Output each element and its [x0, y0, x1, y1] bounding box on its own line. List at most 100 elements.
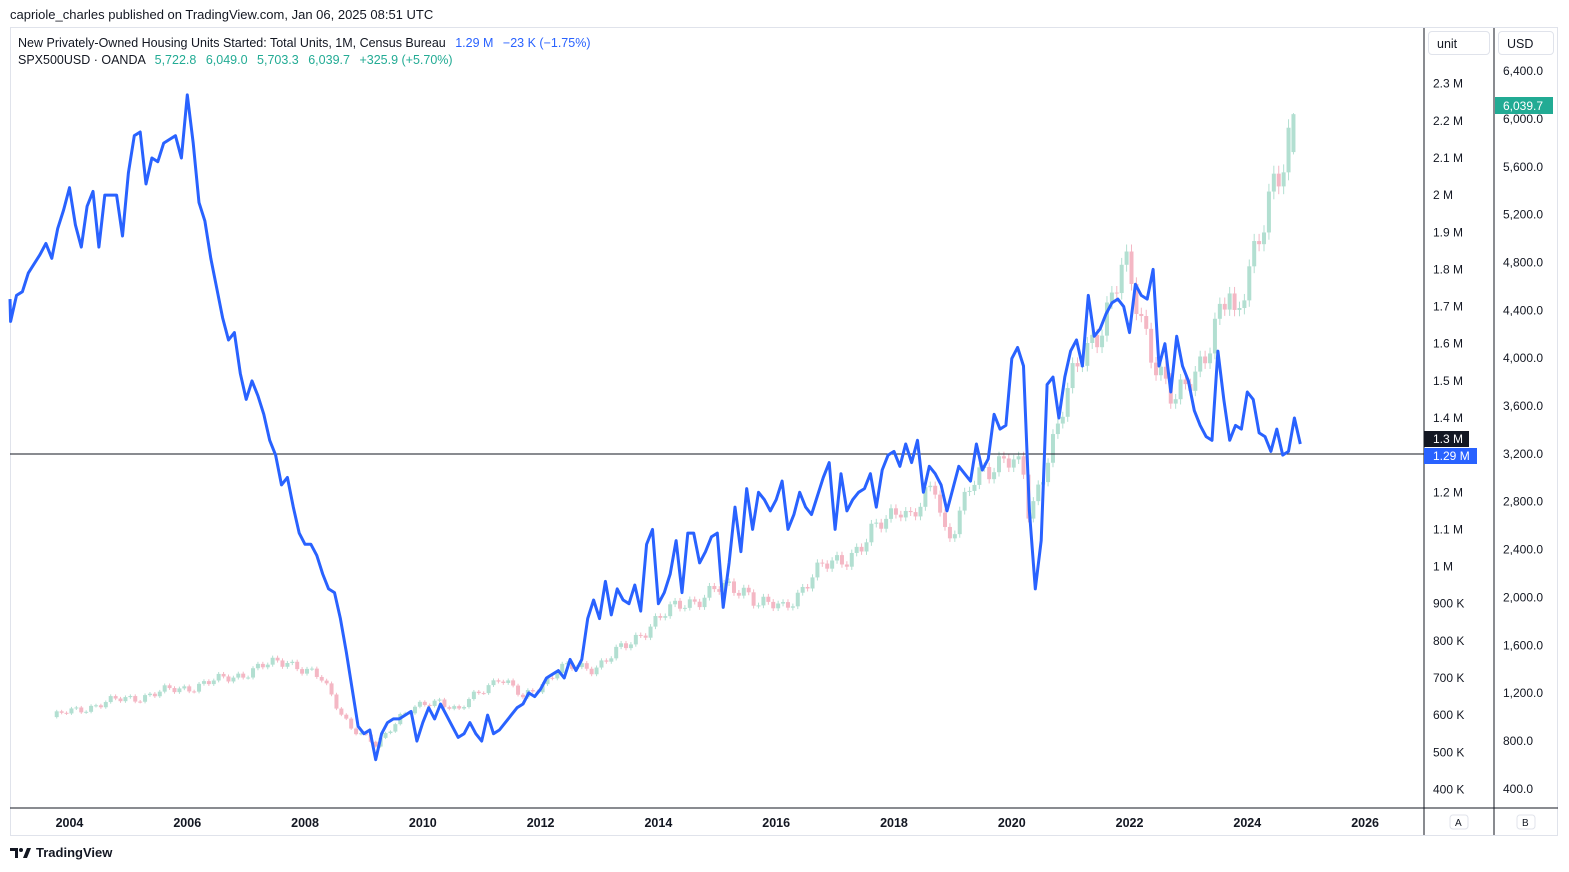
- spx-candle: [1001, 456, 1006, 459]
- time-axis[interactable]: 2004 2006 2008 2010 2012 2014 2016 2018 2020 2022…: [56, 816, 1379, 830]
- price-scale-a[interactable]: 400 K 500 K 600 K 700 K 800 K 900 K 1 M 1.1 M 1.…: [1433, 40, 1464, 797]
- scale-b-tick-label: 2,800.0: [1503, 495, 1543, 509]
- spx-candle: [1060, 416, 1065, 424]
- scale-a-mode-button[interactable]: [1449, 814, 1469, 830]
- spx-candle: [731, 581, 736, 593]
- spx-candle: [1134, 283, 1139, 314]
- spx-candle: [844, 564, 849, 567]
- legend-row-spx[interactable]: SPX500USD · OANDA 5,722.8 6,049.0 5,703.…: [18, 52, 590, 69]
- chart-frame: [10, 27, 1558, 836]
- spx-candle: [162, 685, 167, 692]
- spx-candle: [501, 681, 506, 683]
- spx-candle: [599, 660, 604, 668]
- spx-candle: [1158, 366, 1163, 376]
- spx-candle: [1163, 366, 1168, 379]
- spx-candle: [545, 677, 550, 685]
- spx-candle: [496, 680, 501, 682]
- scale-b-tick-label: 3,200.0: [1503, 447, 1543, 461]
- spx-candle: [64, 712, 69, 714]
- spx-candle: [756, 605, 761, 607]
- spx-candle: [236, 673, 241, 678]
- spx-candle: [79, 707, 84, 713]
- spx-candle: [736, 592, 741, 596]
- scale-a-tick-label: 2 M: [1433, 188, 1453, 202]
- spx-candle: [668, 604, 673, 617]
- spx-candle: [1222, 303, 1227, 310]
- spx-candle: [550, 677, 555, 679]
- spx-candle: [1276, 173, 1281, 187]
- spx-candle: [1193, 371, 1198, 391]
- spx-candle: [859, 546, 864, 552]
- spx-candle: [938, 494, 943, 513]
- last-value-badge-a: [1424, 448, 1477, 464]
- spx-candle: [987, 467, 992, 480]
- time-axis-tick-label: 2022: [1116, 816, 1144, 830]
- spx-candle: [422, 701, 427, 705]
- spx-candle: [1178, 379, 1183, 400]
- spx-candle: [1109, 292, 1114, 303]
- spx-candle: [182, 686, 187, 689]
- last-price-label-b: 6,039.7: [1503, 99, 1543, 113]
- spx-candle: [727, 581, 732, 583]
- spx-candle: [628, 644, 633, 649]
- time-axis-tick-label: 2012: [527, 816, 555, 830]
- spx-candle: [663, 616, 668, 618]
- spx-candle: [1016, 456, 1021, 460]
- spx-candle: [589, 668, 594, 675]
- spx-candle: [128, 696, 133, 698]
- scale-a-tick-label: 2.3 M: [1433, 77, 1463, 91]
- legend-spx-high: 6,049.0: [205, 53, 248, 67]
- spx-candle: [707, 585, 712, 598]
- legend-row-housing[interactable]: New Privately-Owned Housing Units Starte…: [18, 35, 590, 52]
- spx-candle: [781, 602, 786, 604]
- spx-candle: [687, 599, 692, 608]
- footer-branding[interactable]: TradingView: [10, 845, 112, 860]
- spx-candle: [344, 714, 349, 719]
- time-axis-tick-label: 2024: [1233, 816, 1261, 830]
- scale-b-tick-label: 800.0: [1503, 734, 1533, 748]
- spx-candle: [1036, 484, 1041, 502]
- spx-candle: [1090, 334, 1095, 344]
- spx-candle: [996, 456, 1001, 473]
- spx-candle: [717, 589, 722, 592]
- spx-candle: [1055, 423, 1060, 435]
- price-scale-b[interactable]: 400.0 800.0 1,200.0 1,600.0 2,000.0 2,400.0 2,…: [1503, 64, 1543, 796]
- last-value-label-a: 1.29 M: [1433, 449, 1470, 463]
- time-axis-tick-label: 2004: [56, 816, 84, 830]
- time-axis-tick-label: 2026: [1351, 816, 1379, 830]
- spx-candle: [712, 585, 717, 590]
- spx-candle: [658, 616, 663, 618]
- spx-candle: [143, 695, 148, 702]
- spx-candle: [98, 705, 103, 708]
- time-axis-tick-label: 2006: [173, 816, 201, 830]
- spx-candle: [427, 704, 432, 706]
- spx-candle: [1173, 399, 1178, 404]
- spx-candle: [879, 522, 884, 529]
- legend-spx-name: SPX500USD · OANDA: [18, 53, 146, 67]
- spx-candle: [133, 696, 138, 702]
- spx-candle: [138, 701, 143, 703]
- spx-candle: [103, 702, 108, 708]
- spx-candle: [1198, 356, 1203, 372]
- spx-candle: [898, 514, 903, 518]
- spx-candle: [216, 673, 221, 681]
- spx-candle: [486, 685, 491, 694]
- spx-candle: [560, 663, 565, 674]
- spx-candle: [609, 658, 614, 662]
- scale-b-unit-selector[interactable]: USD: [1498, 31, 1554, 55]
- spx-candle: [913, 512, 918, 517]
- spx-candle: [677, 600, 682, 609]
- scale-a-unit-selector[interactable]: unit: [1428, 31, 1490, 55]
- scale-a-tick-label: 400 K: [1433, 782, 1464, 796]
- spx-candle: [1031, 501, 1036, 519]
- spx-candle: [1021, 456, 1026, 475]
- scale-b-mode-button[interactable]: [1516, 814, 1536, 830]
- scale-b-tick-label: 5,200.0: [1503, 208, 1543, 222]
- spx-candle: [265, 664, 270, 668]
- scale-a-tick-label: 500 K: [1433, 745, 1464, 759]
- spx-candle: [1286, 127, 1291, 173]
- spx-candle: [751, 592, 756, 606]
- spx-candle: [638, 634, 643, 636]
- spx-candles: [54, 113, 1296, 748]
